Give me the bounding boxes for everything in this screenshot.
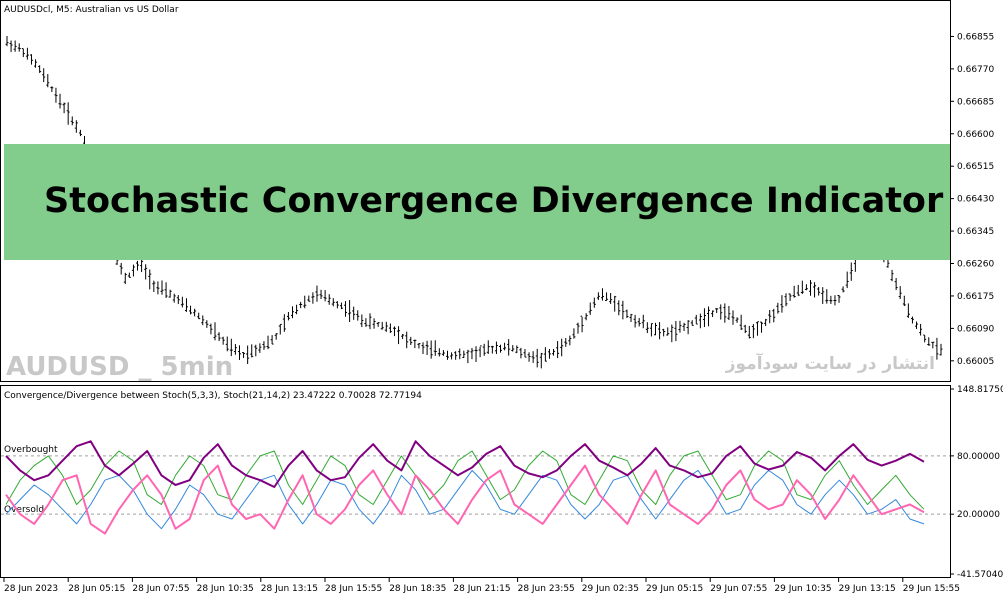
time-tick-label: 29 Jun 13:15 (839, 584, 896, 594)
time-tick-label: 28 Jun 2023 (4, 584, 58, 594)
time-tick-label: 28 Jun 07:55 (132, 584, 189, 594)
indicator-axis: 148.81750 80.00000 20.00000 -41.57040 (950, 385, 1003, 580)
price-tick-label: 0.66430 (957, 195, 994, 205)
indicator-series-3 (5, 469, 925, 530)
indicator-pane-frame (0, 385, 951, 578)
chart-title: AUDUSDcl, M5: Australian vs US Dollar (4, 5, 179, 15)
price-tick-label: 0.66090 (957, 324, 994, 334)
price-tick-label: 0.66515 (957, 162, 994, 172)
oversold-label: Oversold (4, 505, 44, 515)
price-axis: 0.66855 0.66770 0.66685 0.66600 0.66515 0.664… (950, 32, 994, 367)
watermark-symbol: AUDUSD _ 5min (6, 352, 233, 382)
indicator-tick-label: -41.57040 (957, 570, 1003, 580)
price-tick-label: 0.66600 (957, 130, 994, 140)
time-tick-label: 29 Jun 07:55 (710, 584, 767, 594)
indicator-series-1 (5, 464, 925, 535)
time-tick-label: 29 Jun 15:55 (903, 584, 960, 594)
indicator-series-2 (5, 450, 925, 510)
price-candles (5, 36, 943, 369)
price-tick-label: 0.66260 (957, 260, 994, 270)
price-tick-label: 0.66005 (957, 357, 994, 367)
time-tick-label: 29 Jun 02:35 (582, 584, 639, 594)
time-axis: 28 Jun 2023 28 Jun 05:15 28 Jun 07:55 28 Ju… (3, 578, 960, 594)
price-tick-label: 0.66175 (957, 292, 994, 302)
indicator-title: Convergence/Divergence between Stoch(5,3… (4, 391, 422, 401)
indicator-tick-label: 80.00000 (957, 452, 1000, 462)
time-tick-label: 29 Jun 10:35 (774, 584, 831, 594)
indicator-tick-label: 20.00000 (957, 510, 1000, 520)
indicator-series-0 (5, 440, 925, 488)
watermark-site: انتشار در سایت سودآموز (725, 352, 935, 374)
price-tick-label: 0.66345 (957, 227, 994, 237)
indicator-tick-label: 148.81750 (957, 385, 1003, 395)
time-tick-label: 28 Jun 18:35 (389, 584, 446, 594)
indicator-lines (5, 440, 925, 535)
banner (4, 144, 950, 260)
banner-title: Stochastic Convergence Divergence Indica… (44, 181, 944, 221)
time-tick-label: 28 Jun 13:15 (261, 584, 318, 594)
time-tick-label: 28 Jun 10:35 (197, 584, 254, 594)
price-tick-label: 0.66685 (957, 97, 994, 107)
time-tick-label: 29 Jun 05:15 (646, 584, 703, 594)
time-tick-label: 28 Jun 15:55 (325, 584, 382, 594)
time-tick-label: 28 Jun 23:55 (518, 584, 575, 594)
price-tick-label: 0.66770 (957, 65, 994, 75)
time-tick-label: 28 Jun 21:15 (453, 584, 510, 594)
time-tick-label: 28 Jun 05:15 (68, 584, 125, 594)
price-tick-label: 0.66855 (957, 32, 994, 42)
overbought-label: Overbought (4, 445, 58, 455)
